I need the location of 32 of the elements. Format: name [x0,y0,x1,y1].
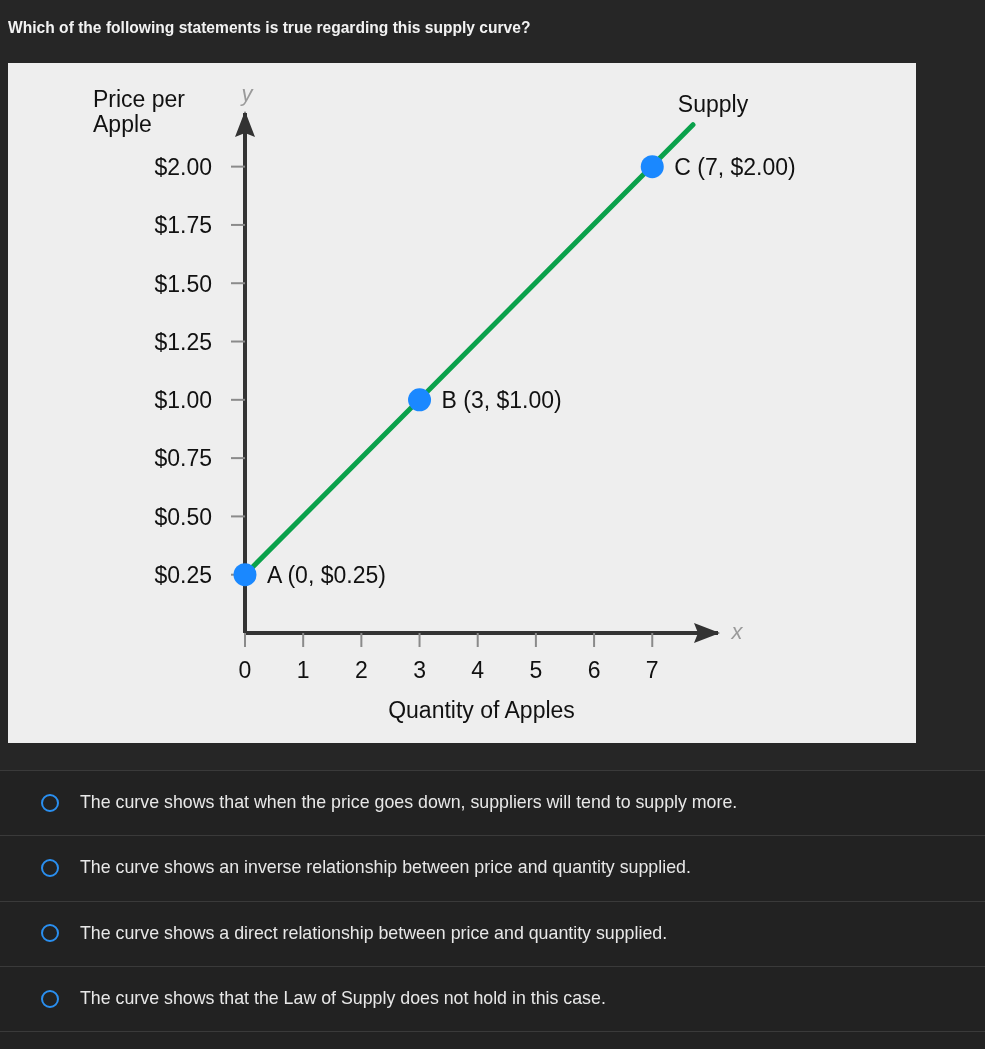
text: The curve shows that when the price goes down, suppliers will tend to supply more. [80,791,738,815]
y-tick-label: $0.75 [154,445,212,472]
y-tick-label: $1.75 [154,212,212,239]
text: y [239,80,255,106]
text: The curve shows that the Law of Supply does not hold in this case. [80,987,606,1011]
point [233,563,257,587]
chart-title: Which of the following statements is true regarding this supply curve? [8,19,531,37]
series-label: Supply [677,90,749,117]
point [408,388,432,412]
x-tick-label: 5 [529,657,543,684]
text: The curve shows an inverse relationship between price and quantity supplied. [80,856,691,880]
y-tick-label: $1.50 [154,270,212,297]
annotation: C (7, $2.00) [674,153,796,181]
y-tick-label: $1.00 [154,387,212,414]
x-tick-label: 3 [413,657,426,684]
annotation: B (3, $1.00) [441,386,562,414]
annotation: A (0, $0.25) [267,561,386,589]
y-tick-label: $2.00 [154,153,212,180]
x-tick-label: 6 [587,657,601,684]
x-tick-label: 4 [471,657,485,684]
x-tick-label: 2 [354,657,368,684]
text: x [730,618,744,644]
y-tick-label: $0.25 [154,561,212,588]
x-tick-label: 0 [238,657,252,684]
text: The curve shows a direct relationship between price and quantity supplied. [80,921,668,945]
y-tick-label: $0.50 [154,503,212,530]
y-axis-title: Price per Apple [93,86,187,137]
point [640,155,664,179]
x-tick-label: 1 [296,657,310,684]
x-axis-title: Quantity of Apples [387,697,576,724]
x-tick-label: 7 [645,657,659,684]
y-tick-label: $1.25 [154,328,212,355]
